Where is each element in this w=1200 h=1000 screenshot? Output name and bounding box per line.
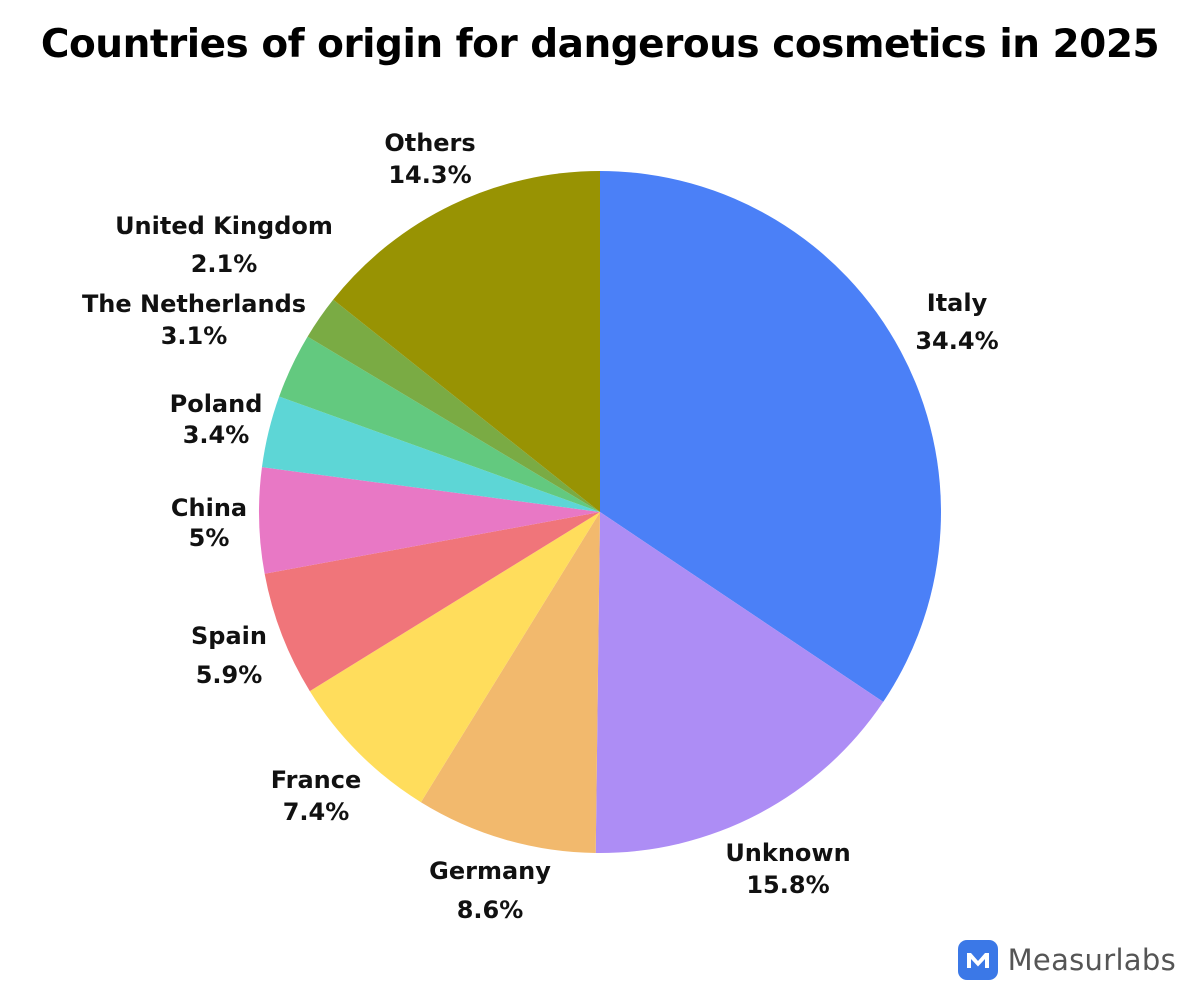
measurlabs-m-logo-icon bbox=[957, 940, 998, 980]
slice-value-germany: 8.6% bbox=[457, 896, 524, 924]
slice-label-poland: Poland bbox=[170, 390, 263, 418]
pie-labels: Italy 34.4% Unknown 15.8% Germany 8.6% France 7… bbox=[82, 129, 999, 924]
pie-slice-spain bbox=[264, 512, 600, 692]
slice-value-spain: 5.9% bbox=[196, 661, 263, 689]
slice-label-germany: Germany bbox=[429, 857, 551, 885]
slice-label-france: France bbox=[271, 766, 361, 794]
slice-value-poland: 3.4% bbox=[183, 421, 250, 449]
pie-slice-the-netherlands bbox=[279, 336, 600, 512]
pie-slice-unknown bbox=[595, 512, 884, 853]
pie-slice-france bbox=[309, 512, 600, 803]
pie-slice-others bbox=[333, 171, 600, 512]
slice-value-the-netherlands: 3.1% bbox=[161, 322, 228, 350]
brand-watermark: Measurlabs bbox=[957, 940, 1176, 980]
pie-slices bbox=[259, 171, 941, 853]
slice-value-china: 5% bbox=[189, 524, 230, 552]
slice-label-china: China bbox=[171, 494, 247, 522]
slice-label-spain: Spain bbox=[191, 622, 267, 650]
slice-label-united-kingdom: United Kingdom bbox=[115, 212, 333, 240]
slice-value-italy: 34.4% bbox=[915, 327, 998, 355]
slice-label-the-netherlands: The Netherlands bbox=[82, 290, 306, 318]
pie-slice-germany bbox=[420, 512, 600, 853]
pie-slice-china bbox=[259, 467, 600, 574]
slice-value-unknown: 15.8% bbox=[746, 871, 829, 899]
chart-title: Countries of origin for dangerous cosmet… bbox=[40, 22, 1160, 67]
slice-label-unknown: Unknown bbox=[725, 839, 850, 867]
slice-label-italy: Italy bbox=[927, 289, 988, 317]
pie-slice-poland bbox=[261, 396, 600, 512]
slice-value-others: 14.3% bbox=[388, 161, 471, 189]
slice-value-france: 7.4% bbox=[283, 798, 350, 826]
slice-value-united-kingdom: 2.1% bbox=[191, 250, 258, 278]
brand-name: Measurlabs bbox=[1007, 943, 1176, 977]
pie-slice-italy bbox=[600, 171, 941, 702]
slice-label-others: Others bbox=[384, 129, 475, 157]
pie-slice-united-kingdom bbox=[307, 299, 600, 512]
